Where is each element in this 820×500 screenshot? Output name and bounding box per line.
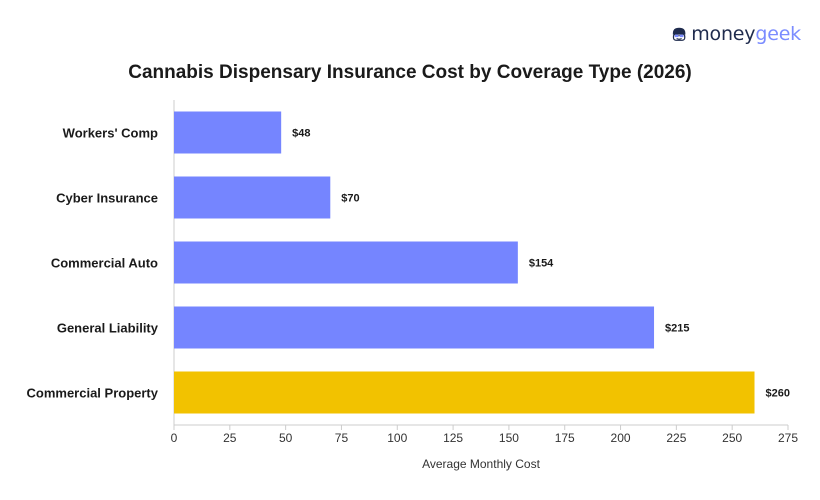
bar: [174, 176, 331, 219]
x-tick-label: 0: [171, 431, 178, 445]
category-label: General Liability: [57, 321, 159, 336]
category-label: Commercial Property: [27, 386, 159, 401]
bar: [174, 306, 655, 349]
bar-value-label: $260: [766, 388, 790, 400]
x-axis-title: Average Monthly Cost: [422, 457, 541, 471]
category-label: Workers' Comp: [63, 126, 158, 141]
x-tick-label: 150: [499, 431, 519, 445]
x-tick-label: 125: [443, 431, 463, 445]
logo-wordmark: moneygeek: [691, 23, 801, 45]
moneygeek-logo: moneygeek: [671, 20, 801, 48]
bar-value-label: $215: [665, 323, 689, 335]
chart-title: Cannabis Dispensary Insurance Cost by Co…: [128, 62, 692, 83]
category-label: Cyber Insurance: [56, 191, 158, 206]
x-tick-label: 50: [279, 431, 293, 445]
moneygeek-mascot-icon: [672, 27, 686, 41]
bar: [174, 241, 518, 284]
x-tick-label: 275: [778, 431, 798, 445]
bar-value-label: $154: [529, 258, 554, 270]
x-tick-label: 225: [666, 431, 686, 445]
x-tick-label: 175: [555, 431, 575, 445]
x-tick-label: 25: [223, 431, 237, 445]
x-tick-label: 75: [335, 431, 349, 445]
bar-value-label: $70: [341, 193, 359, 205]
bar-value-label: $48: [292, 128, 310, 140]
logo-text-geek: geek: [755, 23, 801, 45]
x-tick-label: 200: [611, 431, 631, 445]
logo-text-money: money: [691, 23, 756, 45]
x-tick-label: 250: [722, 431, 742, 445]
bar: [174, 371, 755, 414]
bar: [174, 111, 282, 154]
x-tick-label: 100: [387, 431, 407, 445]
category-label: Commercial Auto: [51, 256, 158, 271]
